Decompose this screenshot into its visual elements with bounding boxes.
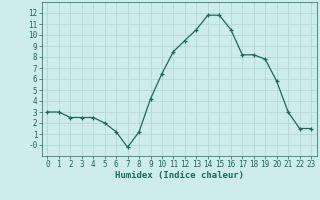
X-axis label: Humidex (Indice chaleur): Humidex (Indice chaleur) bbox=[115, 171, 244, 180]
